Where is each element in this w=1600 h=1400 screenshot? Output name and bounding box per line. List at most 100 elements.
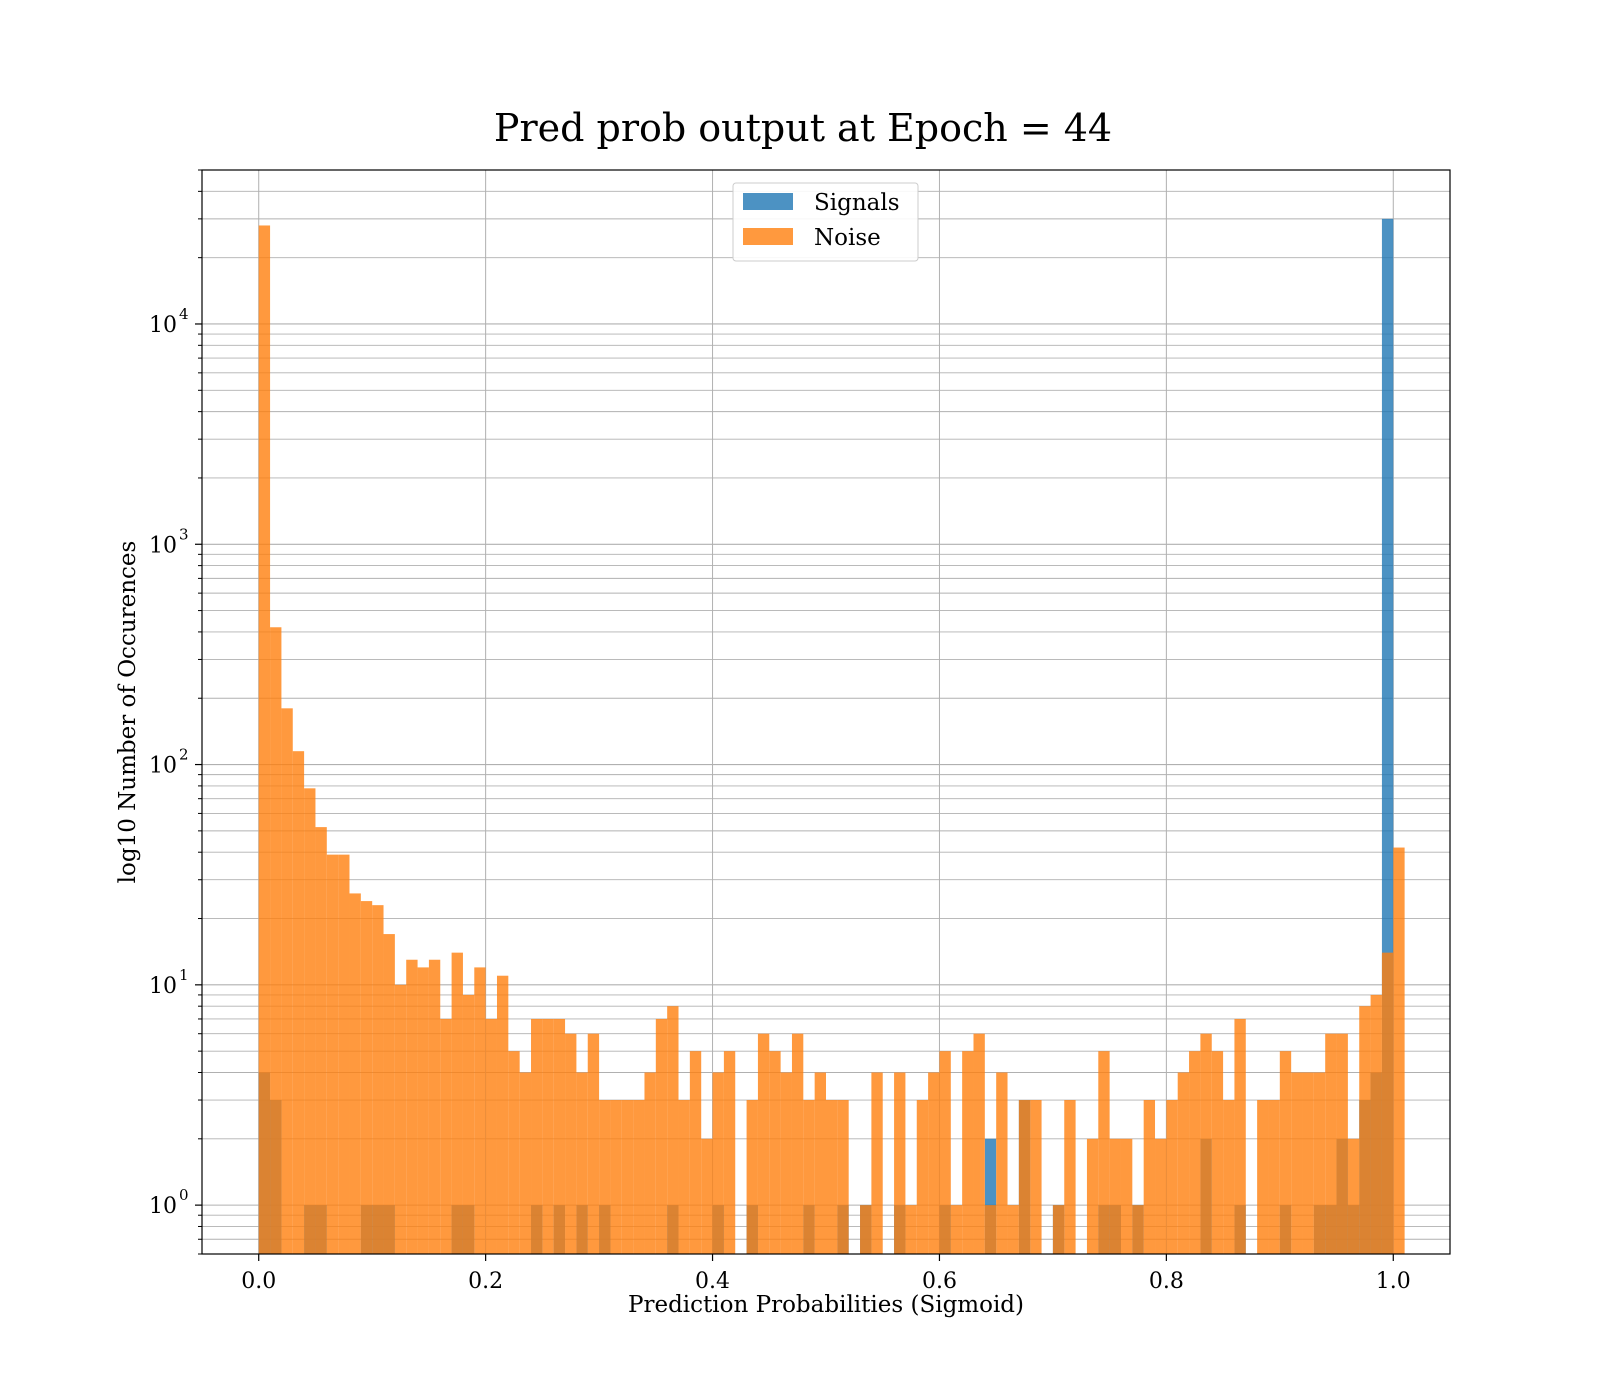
noise-bar bbox=[474, 967, 486, 1254]
noise-bar bbox=[633, 1100, 645, 1254]
noise-bar bbox=[1325, 1033, 1337, 1254]
noise-bar bbox=[417, 967, 429, 1254]
noise-bar bbox=[1359, 1006, 1371, 1254]
noise-bar bbox=[553, 1018, 566, 1254]
noise-bar bbox=[701, 1138, 713, 1254]
noise-bar bbox=[281, 708, 293, 1254]
noise-bar bbox=[826, 1100, 838, 1254]
noise-bar bbox=[621, 1100, 634, 1254]
y-tick-exponent: 3 bbox=[179, 525, 189, 543]
noise-bar bbox=[372, 905, 384, 1254]
noise-bar bbox=[655, 1018, 668, 1254]
noise-bar bbox=[712, 1072, 724, 1254]
noise-bar bbox=[644, 1072, 656, 1254]
noise-bar bbox=[315, 827, 327, 1254]
noise-bar bbox=[360, 901, 373, 1254]
noise-bar bbox=[1336, 1033, 1348, 1254]
noise-bars bbox=[258, 225, 1405, 1254]
noise-bar bbox=[531, 1018, 543, 1254]
noise-bar bbox=[1211, 1051, 1224, 1254]
chart-title: Pred prob output at Epoch = 44 bbox=[494, 106, 1112, 150]
noise-bar bbox=[1302, 1072, 1314, 1254]
noise-bar bbox=[485, 1018, 497, 1254]
y-tick-label: 10 bbox=[149, 533, 177, 558]
noise-bar bbox=[1086, 1138, 1099, 1254]
noise-bar bbox=[1007, 1205, 1019, 1254]
noise-bar bbox=[1393, 847, 1405, 1254]
noise-bar bbox=[780, 1072, 792, 1254]
noise-bar bbox=[746, 1100, 758, 1254]
noise-bar bbox=[258, 225, 271, 1254]
noise-bar bbox=[894, 1072, 906, 1254]
noise-bar bbox=[496, 975, 509, 1254]
noise-bar bbox=[406, 959, 418, 1254]
y-tick-label: 10 bbox=[149, 754, 177, 779]
noise-bar bbox=[984, 1205, 997, 1254]
noise-bar bbox=[338, 854, 350, 1254]
noise-bar bbox=[1347, 1138, 1360, 1254]
noise-bar bbox=[837, 1100, 849, 1254]
noise-bar bbox=[791, 1033, 804, 1254]
noise-bar bbox=[1234, 1018, 1246, 1254]
noise-bar bbox=[905, 1205, 917, 1254]
legend: Signals Noise bbox=[732, 182, 919, 262]
noise-bar bbox=[928, 1072, 940, 1254]
x-axis-ticks: 0.0 0.2 0.4 0.6 0.8 1.0 bbox=[241, 1254, 1411, 1294]
noise-bar bbox=[871, 1072, 883, 1254]
noise-bar bbox=[599, 1100, 611, 1254]
noise-bar bbox=[939, 1051, 951, 1254]
noise-bar bbox=[1189, 1051, 1201, 1254]
signals-bar bbox=[1381, 218, 1394, 1255]
x-axis-label: Prediction Probabilities (Sigmoid) bbox=[628, 1292, 1024, 1318]
noise-bar bbox=[1166, 1100, 1178, 1254]
noise-bar bbox=[326, 854, 339, 1254]
noise-bar bbox=[565, 1033, 577, 1254]
noise-bar bbox=[803, 1100, 815, 1254]
noise-bar bbox=[996, 1072, 1008, 1254]
noise-bar bbox=[587, 1033, 600, 1254]
noise-bar bbox=[1200, 1033, 1212, 1254]
plot-frame bbox=[201, 169, 1451, 1255]
noise-bar bbox=[1109, 1138, 1121, 1254]
noise-bar bbox=[428, 959, 441, 1254]
noise-bar bbox=[383, 934, 395, 1254]
noise-bar bbox=[1030, 1100, 1042, 1254]
noise-bar bbox=[292, 751, 305, 1254]
legend-swatch-noise bbox=[743, 228, 793, 245]
noise-bar bbox=[349, 893, 361, 1254]
noise-bar bbox=[1313, 1072, 1326, 1254]
y-tick-exponent: 1 bbox=[179, 966, 189, 984]
legend-label-noise: Noise bbox=[814, 225, 881, 251]
noise-bar bbox=[973, 1033, 985, 1254]
y-axis-label: log10 Number of Occurences bbox=[115, 541, 141, 884]
noise-bar bbox=[1132, 1205, 1144, 1254]
x-tick-label: 0.8 bbox=[1149, 1269, 1184, 1294]
noise-bar bbox=[860, 1205, 872, 1254]
noise-bar bbox=[1143, 1100, 1156, 1254]
y-tick-exponent: 4 bbox=[179, 305, 189, 323]
noise-bar bbox=[542, 1018, 554, 1254]
x-tick-label: 0.6 bbox=[922, 1269, 957, 1294]
y-tick-label: 10 bbox=[149, 313, 177, 338]
noise-bar bbox=[1018, 1100, 1031, 1254]
noise-bar bbox=[508, 1051, 520, 1254]
noise-bar bbox=[1370, 994, 1382, 1254]
signals-bar bbox=[984, 1138, 997, 1254]
noise-bar bbox=[1381, 952, 1394, 1254]
y-tick-exponent: 2 bbox=[179, 746, 189, 764]
noise-bar bbox=[394, 984, 407, 1254]
noise-bar bbox=[451, 952, 463, 1254]
legend-label-signals: Signals bbox=[814, 190, 900, 216]
noise-bar bbox=[1120, 1138, 1133, 1254]
x-tick-label: 0.4 bbox=[695, 1269, 730, 1294]
noise-bar bbox=[667, 1006, 679, 1254]
noise-bar bbox=[723, 1051, 736, 1254]
noise-bar bbox=[916, 1100, 929, 1254]
legend-swatch-signals bbox=[743, 193, 793, 210]
noise-bar bbox=[462, 994, 475, 1254]
noise-bar bbox=[1052, 1205, 1065, 1254]
noise-bar bbox=[1291, 1072, 1303, 1254]
noise-bar bbox=[440, 1018, 452, 1254]
noise-bar bbox=[1098, 1051, 1110, 1254]
